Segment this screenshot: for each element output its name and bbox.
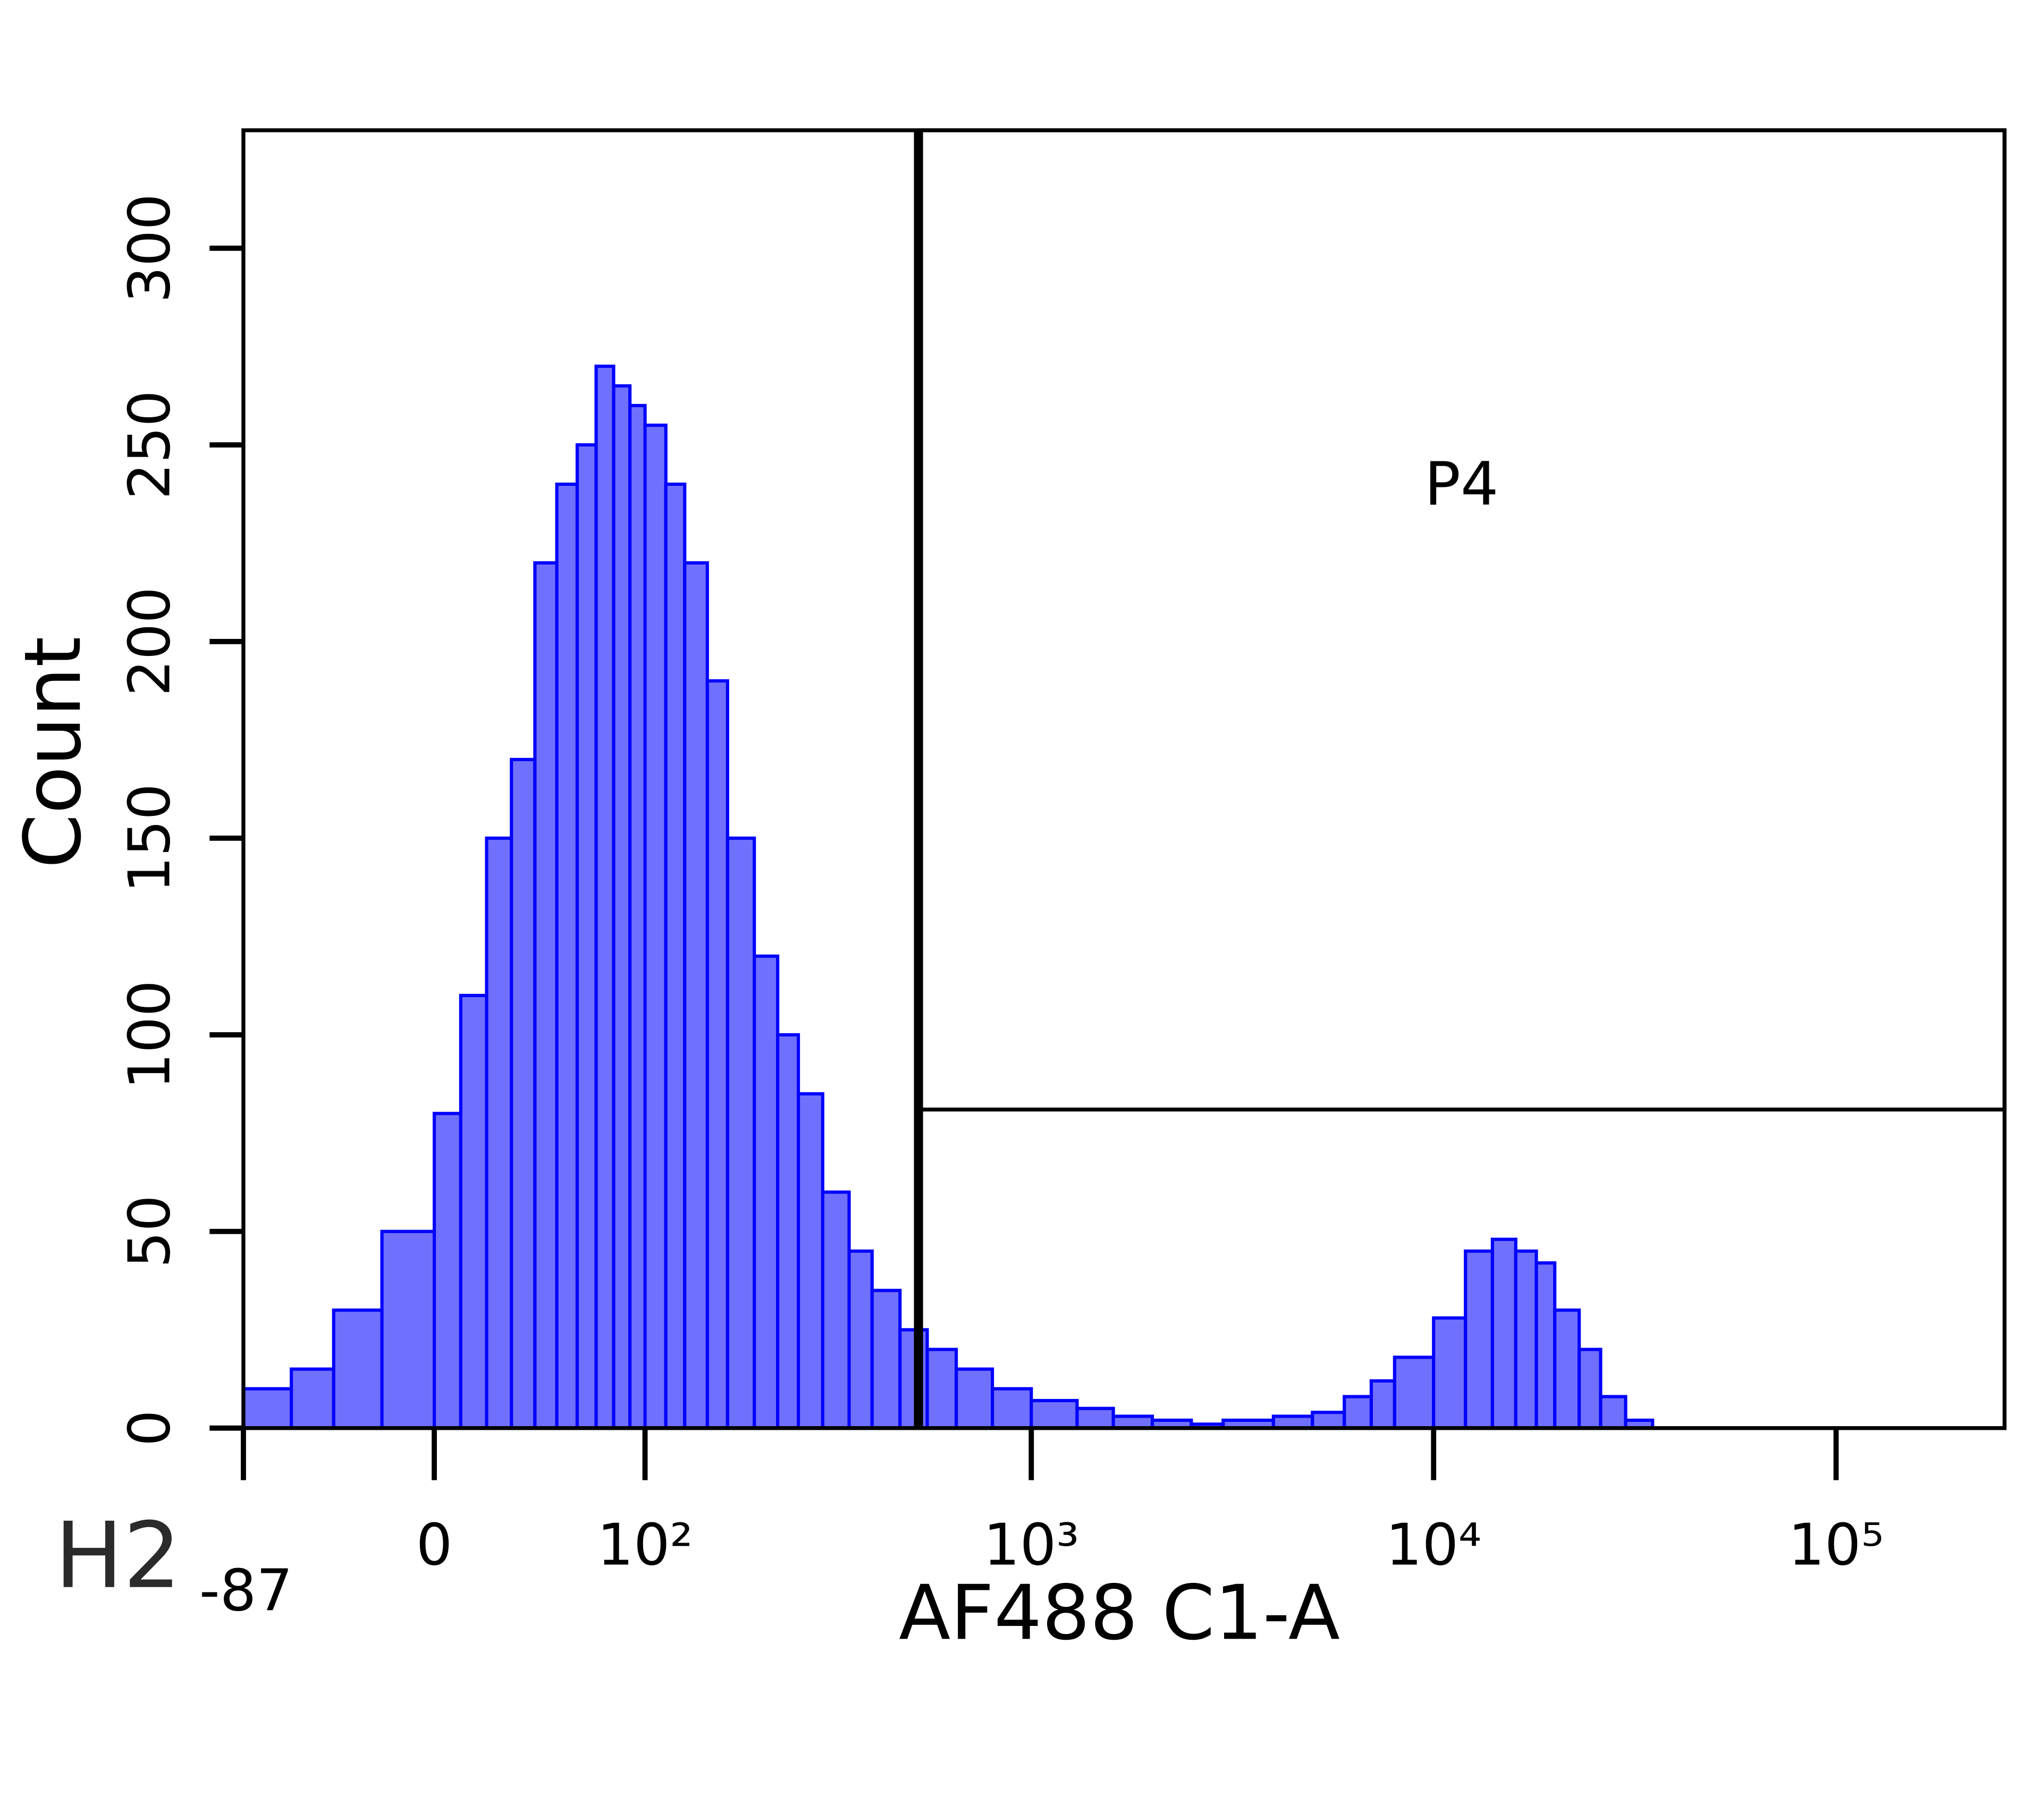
histogram-bar bbox=[332, 1308, 384, 1430]
gate bbox=[916, 128, 2007, 1112]
histogram-bar bbox=[290, 1367, 335, 1430]
histogram-bar bbox=[628, 403, 647, 1430]
histogram-bar bbox=[776, 1033, 800, 1430]
histogram-bar bbox=[433, 1111, 462, 1430]
histogram-bar bbox=[991, 1387, 1033, 1430]
histogram-bar bbox=[510, 757, 537, 1430]
histogram-bar bbox=[1075, 1406, 1115, 1430]
y-tick-label: 300 bbox=[116, 193, 183, 303]
histogram-bar bbox=[925, 1347, 958, 1430]
histogram-bar bbox=[643, 423, 668, 1430]
histogram-bar bbox=[664, 482, 687, 1430]
histogram-bar bbox=[898, 1328, 929, 1430]
x-tick-label: -87 bbox=[199, 1557, 293, 1624]
histogram-bar bbox=[1464, 1249, 1494, 1430]
y-tick-label: 50 bbox=[116, 1195, 183, 1268]
histogram-bar bbox=[705, 679, 729, 1430]
histogram-bar bbox=[1393, 1355, 1436, 1430]
panel-label: H2 bbox=[55, 1503, 181, 1609]
histogram-bar bbox=[870, 1288, 902, 1430]
histogram-bar bbox=[1514, 1249, 1538, 1430]
x-axis-label: AF488 C1-A bbox=[899, 1569, 1340, 1657]
histogram-bar bbox=[485, 836, 513, 1430]
x-tick-label: 10³ bbox=[983, 1512, 1079, 1579]
y-tick-label: 200 bbox=[116, 587, 183, 696]
histogram-bar bbox=[380, 1229, 436, 1430]
histogram-bar bbox=[753, 954, 780, 1430]
y-tick-label: 250 bbox=[116, 390, 183, 500]
histogram-bar bbox=[1311, 1411, 1346, 1430]
y-tick-label: 0 bbox=[116, 1410, 183, 1446]
histogram-bar bbox=[575, 443, 598, 1430]
histogram-bar bbox=[1553, 1308, 1581, 1430]
histogram-bar bbox=[1343, 1395, 1373, 1430]
histogram-bar bbox=[459, 993, 488, 1430]
histogram-bar bbox=[821, 1190, 851, 1430]
histogram-bar bbox=[1599, 1395, 1627, 1430]
x-tick-label: 0 bbox=[416, 1512, 453, 1579]
histogram-bar bbox=[683, 561, 709, 1430]
y-tick-label: 100 bbox=[116, 980, 183, 1090]
x-tick-label: 10² bbox=[597, 1512, 693, 1579]
y-tick-label: 150 bbox=[116, 783, 183, 893]
gate-label: P4 bbox=[1424, 449, 1499, 519]
histogram-bar bbox=[797, 1092, 824, 1430]
histogram-bar bbox=[555, 482, 579, 1430]
histogram-bar bbox=[1030, 1398, 1079, 1430]
histogram-bar bbox=[594, 364, 615, 1430]
histogram-bar bbox=[241, 1387, 293, 1430]
histogram-bar bbox=[612, 384, 632, 1430]
histogram-bar bbox=[726, 836, 756, 1430]
x-tick-label: 10⁵ bbox=[1788, 1512, 1884, 1579]
histogram-bar bbox=[1432, 1316, 1468, 1430]
histogram-bar bbox=[847, 1249, 874, 1430]
histogram-bar bbox=[1534, 1261, 1557, 1430]
y-axis-label: Count bbox=[7, 637, 98, 869]
histogram-bar bbox=[1490, 1237, 1517, 1430]
histogram-bar bbox=[955, 1367, 994, 1430]
histogram-bar bbox=[1369, 1379, 1396, 1430]
x-tick-label: 10⁴ bbox=[1386, 1512, 1481, 1579]
histogram-bar bbox=[1578, 1347, 1603, 1430]
histogram-bar bbox=[533, 561, 559, 1430]
